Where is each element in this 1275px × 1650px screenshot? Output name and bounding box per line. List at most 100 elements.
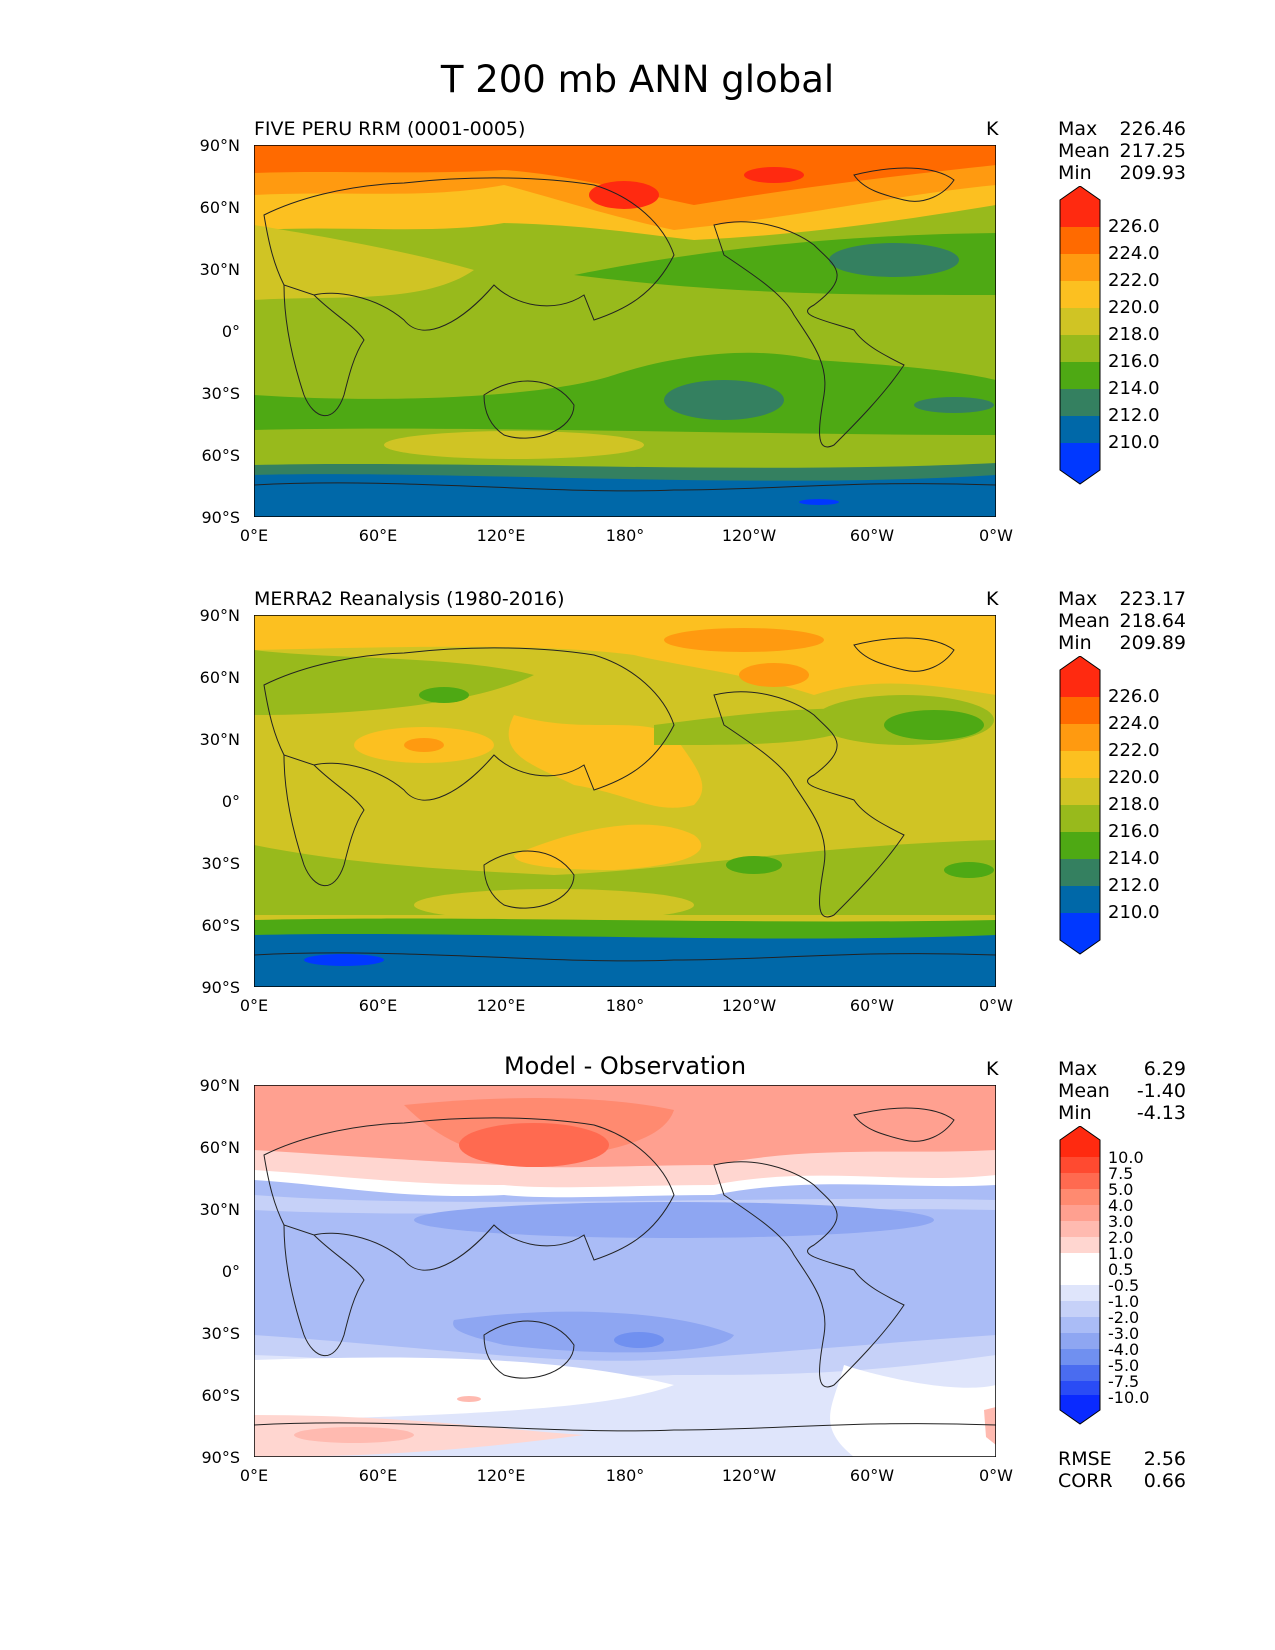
- colorbar-label: 216.0: [1108, 351, 1160, 372]
- lon-tick: 120°W: [721, 996, 777, 1015]
- map-model[interactable]: [254, 145, 996, 517]
- mean-value: 217.25: [1119, 140, 1186, 162]
- colorbar-label: 0.5: [1108, 1260, 1134, 1279]
- lon-tick: 120°W: [721, 1466, 777, 1485]
- lon-tick: 120°E: [476, 1466, 526, 1485]
- panel-observation: MERRA2 Reanalysis (1980-2016) K: [0, 588, 1275, 1038]
- lon-tick: 60°W: [849, 996, 895, 1015]
- lat-tick: 30°S: [201, 1324, 240, 1343]
- panel-stats: Max 226.46 Mean 217.25 Min 209.93: [1058, 118, 1186, 184]
- panel-subtitle: FIVE PERU RRM (0001-0005): [254, 118, 526, 140]
- panel-metrics: RMSE 2.56 CORR 0.66: [1058, 1448, 1186, 1492]
- colorbar-label: 224.0: [1108, 243, 1160, 264]
- lat-tick: 0°: [221, 322, 240, 341]
- mean-label: Mean: [1058, 1080, 1110, 1102]
- colorbar-label: 212.0: [1108, 405, 1160, 426]
- panel-stats: Max 223.17 Mean 218.64 Min 209.89: [1058, 588, 1186, 654]
- lat-tick: 90°N: [199, 606, 240, 625]
- lon-tick: 60°W: [849, 526, 895, 545]
- lat-tick: 30°N: [199, 730, 240, 749]
- lon-tick: 60°E: [358, 1466, 398, 1485]
- colorbar-label: 212.0: [1108, 875, 1160, 896]
- map-observation[interactable]: [254, 615, 996, 987]
- lat-tick: 90°S: [201, 978, 240, 997]
- colorbar-label: -5.0: [1108, 1356, 1140, 1375]
- min-value: 209.93: [1119, 162, 1186, 184]
- min-value: 209.89: [1119, 632, 1186, 654]
- colorbar: 10.0 7.5 5.0 4.0 3.0 2.0 1.0 0.5 -0.5 -1…: [1058, 1125, 1218, 1426]
- lon-tick: 0°E: [239, 996, 269, 1015]
- panel-stats: Max 6.29 Mean -1.40 Min -4.13: [1058, 1058, 1186, 1124]
- min-value: -4.13: [1136, 1102, 1186, 1124]
- max-label: Max: [1058, 1058, 1098, 1080]
- unit-label: K: [986, 1058, 999, 1080]
- colorbar-label: -7.5: [1108, 1372, 1140, 1391]
- colorbar-label: -4.0: [1108, 1340, 1140, 1359]
- lat-tick: 60°S: [201, 1386, 240, 1405]
- min-label: Min: [1058, 1102, 1092, 1124]
- mean-label: Mean: [1058, 610, 1110, 632]
- lat-tick: 30°S: [201, 384, 240, 403]
- lat-tick: 90°S: [201, 508, 240, 527]
- lon-tick: 0°E: [239, 1466, 269, 1485]
- panel-difference: Model - Observation K: [0, 1052, 1275, 1508]
- colorbar-label: -0.5: [1108, 1276, 1140, 1295]
- lat-tick: 60°N: [199, 668, 240, 687]
- colorbar-label: 216.0: [1108, 821, 1160, 842]
- mean-value: -1.40: [1136, 1080, 1186, 1102]
- colorbar-label: 3.0: [1108, 1212, 1134, 1231]
- max-value: 226.46: [1119, 118, 1186, 140]
- colorbar-label: 224.0: [1108, 713, 1160, 734]
- mean-value: 218.64: [1119, 610, 1186, 632]
- colorbar-label: 220.0: [1108, 767, 1160, 788]
- lat-tick: 60°N: [199, 198, 240, 217]
- lat-tick: 30°S: [201, 854, 240, 873]
- corr-value: 0.66: [1143, 1470, 1186, 1492]
- panel-subtitle: MERRA2 Reanalysis (1980-2016): [254, 588, 565, 610]
- corr-label: CORR: [1058, 1470, 1113, 1492]
- min-label: Min: [1058, 632, 1092, 654]
- lon-tick: 180°: [605, 526, 645, 545]
- lat-tick: 90°S: [201, 1448, 240, 1467]
- colorbar-label: 218.0: [1108, 794, 1160, 815]
- max-value: 223.17: [1119, 588, 1186, 610]
- colorbar-label: 5.0: [1108, 1180, 1134, 1199]
- min-label: Min: [1058, 162, 1092, 184]
- lat-tick: 60°S: [201, 446, 240, 465]
- lon-tick: 120°W: [721, 526, 777, 545]
- lat-tick: 30°N: [199, 260, 240, 279]
- lon-tick: 120°E: [476, 996, 526, 1015]
- lat-tick: 60°S: [201, 916, 240, 935]
- max-label: Max: [1058, 588, 1098, 610]
- panel-subtitle: Model - Observation: [503, 1052, 747, 1080]
- colorbar-label: -1.0: [1108, 1292, 1140, 1311]
- lat-tick: 60°N: [199, 1138, 240, 1157]
- lon-tick: 60°E: [358, 526, 398, 545]
- lon-tick: 180°: [605, 1466, 645, 1485]
- colorbar-label: 218.0: [1108, 324, 1160, 345]
- colorbar-label: 222.0: [1108, 270, 1160, 291]
- lat-tick: 0°: [221, 1262, 240, 1281]
- colorbar-label: 226.0: [1108, 216, 1160, 237]
- lon-tick: 60°W: [849, 1466, 895, 1485]
- map-difference[interactable]: [254, 1085, 996, 1457]
- colorbar-label: 214.0: [1108, 378, 1160, 399]
- figure-title: T 200 mb ANN global: [440, 58, 835, 101]
- lon-tick: 60°E: [358, 996, 398, 1015]
- colorbar-label: 210.0: [1108, 902, 1160, 923]
- colorbar-label: 1.0: [1108, 1244, 1134, 1263]
- lat-tick: 90°N: [199, 1076, 240, 1095]
- lon-tick: 180°: [605, 996, 645, 1015]
- colorbar-label: 214.0: [1108, 848, 1160, 869]
- lon-tick: 0°W: [979, 526, 1013, 545]
- lat-tick: 90°N: [199, 136, 240, 155]
- colorbar-label: 210.0: [1108, 432, 1160, 453]
- colorbar-label: 7.5: [1108, 1164, 1134, 1183]
- lat-tick: 30°N: [199, 1200, 240, 1219]
- lon-tick: 0°E: [239, 526, 269, 545]
- rmse-label: RMSE: [1058, 1448, 1112, 1470]
- colorbar-label: 4.0: [1108, 1196, 1134, 1215]
- max-value: 6.29: [1143, 1058, 1186, 1080]
- rmse-value: 2.56: [1143, 1448, 1186, 1470]
- colorbar: 226.0 224.0 222.0 220.0 218.0 216.0 214.…: [1058, 655, 1218, 956]
